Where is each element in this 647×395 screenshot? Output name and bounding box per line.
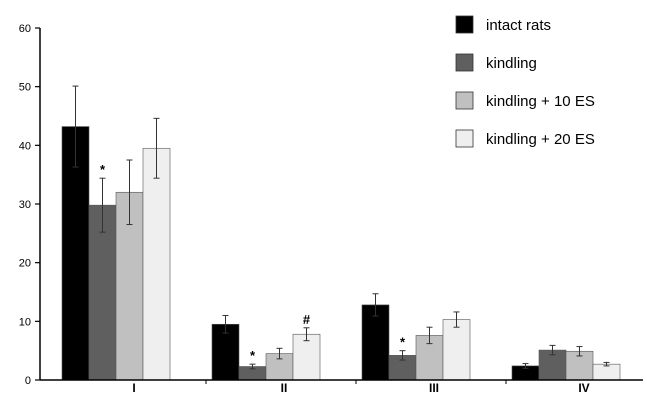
y-tick-label: 40	[19, 140, 31, 152]
bar	[361, 304, 390, 381]
bar	[142, 147, 171, 381]
y-tick-label: 30	[19, 199, 31, 211]
significance-mark: *	[100, 162, 106, 177]
x-category-label: III	[429, 381, 439, 395]
legend-label: kindling	[486, 55, 537, 72]
x-axis: I II III IV	[40, 379, 643, 395]
legend-label: intact rats	[486, 17, 551, 34]
x-category-label: II	[281, 381, 288, 395]
legend-swatch	[455, 53, 474, 72]
significance-mark: #	[303, 312, 311, 327]
y-tick-label: 0	[25, 375, 31, 387]
legend-swatch	[455, 91, 474, 110]
bar	[592, 363, 621, 381]
x-category-label: I	[132, 381, 135, 395]
y-tick-label: 20	[19, 258, 31, 270]
y-tick-label: 60	[19, 23, 31, 35]
legend: intact rats kindling kindling + 10 ES kindl…	[455, 15, 595, 148]
legend-label: kindling + 20 ES	[486, 131, 595, 148]
significance-mark: *	[250, 348, 256, 363]
bar	[442, 319, 471, 381]
bars: * * # *	[61, 85, 621, 381]
significance-mark: *	[400, 335, 406, 350]
x-category-label: IV	[578, 381, 589, 395]
bar	[61, 126, 90, 381]
y-tick-label: 50	[19, 82, 31, 94]
legend-swatch	[455, 129, 474, 148]
bar	[88, 204, 117, 381]
legend-label: kindling + 10 ES	[486, 93, 595, 110]
y-axis: 0 10 20 30 40 50 60	[19, 23, 41, 387]
y-tick-label: 10	[19, 316, 31, 328]
legend-swatch	[455, 15, 474, 34]
